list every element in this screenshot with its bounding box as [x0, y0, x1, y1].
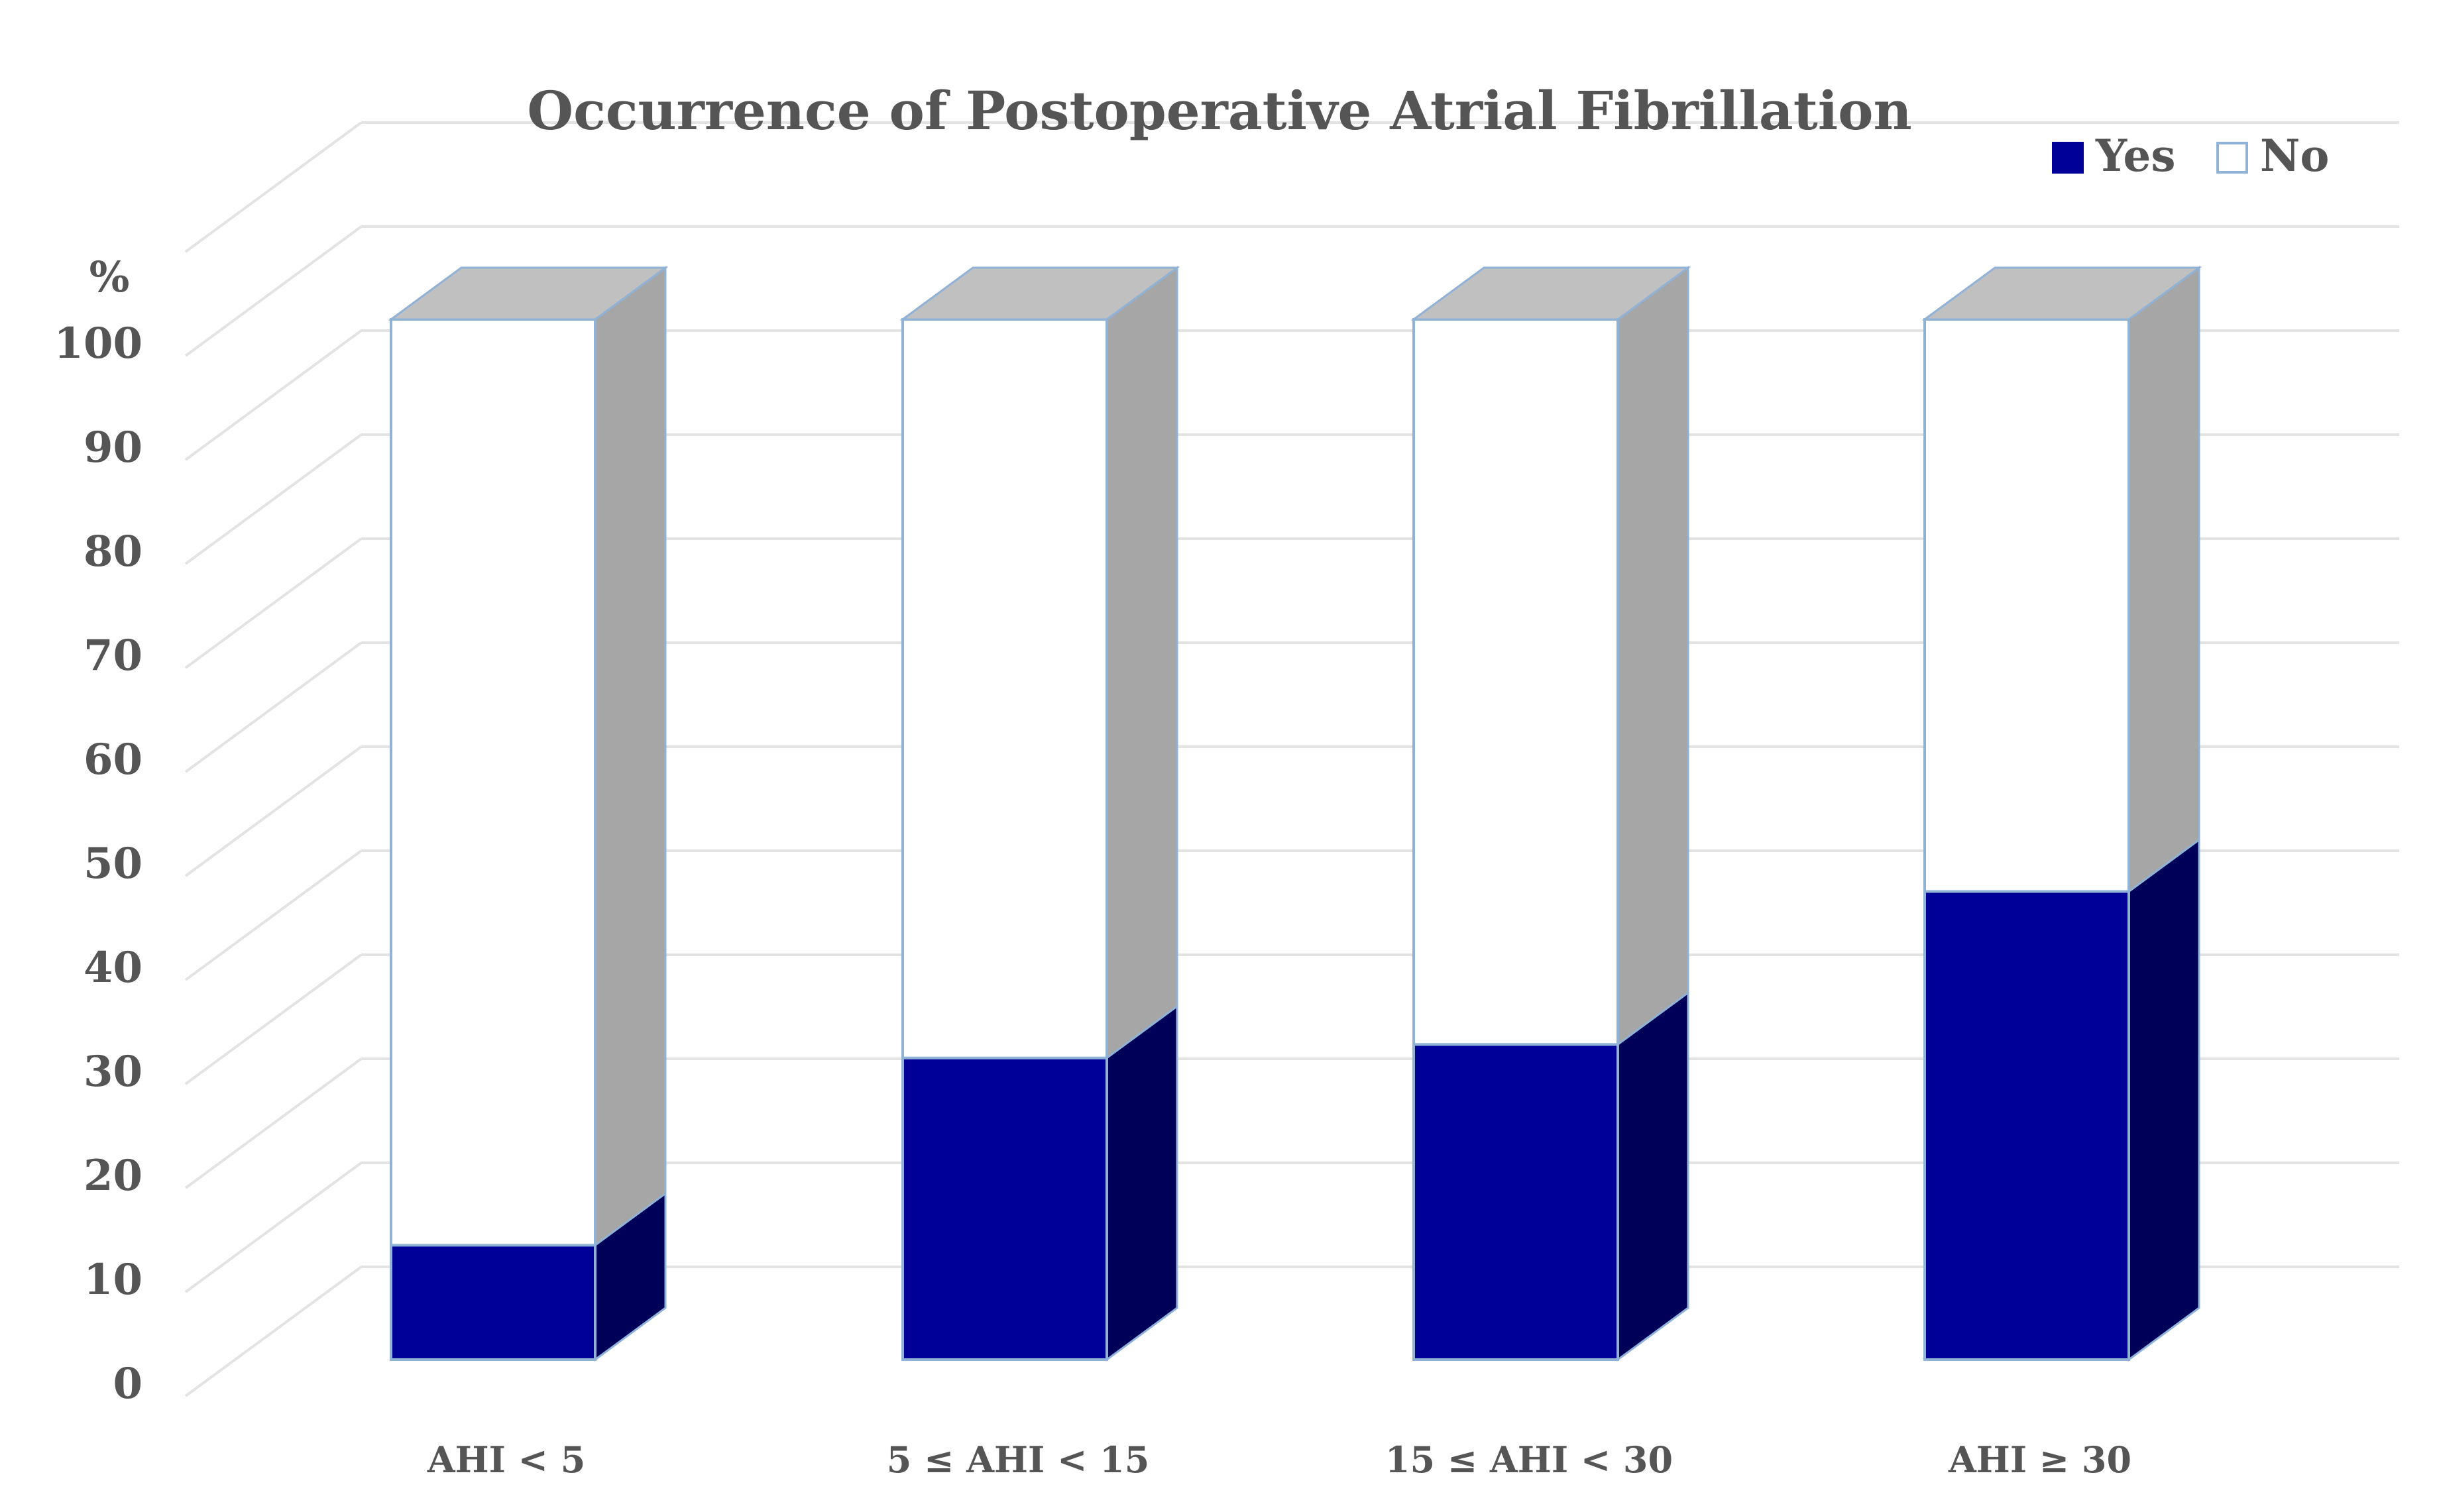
bar-segment-no [388, 266, 669, 1248]
bar-segment-yes [901, 1004, 1178, 1362]
gridline-diagonal [184, 433, 363, 565]
bar-segment-no [1921, 266, 2202, 894]
bar-segment-yes [1923, 837, 2200, 1362]
gridline-diagonal [184, 537, 363, 669]
legend-item-yes: Yes [2052, 130, 2176, 182]
x-category-label: AHI < 5 [427, 1438, 586, 1481]
bar-side-face [594, 266, 667, 1248]
bar-side-face [1106, 1004, 1178, 1362]
x-category-label: 15 ≤ AHI < 30 [1385, 1438, 1673, 1481]
legend-label: Yes [2095, 130, 2176, 182]
bar-front-face [390, 1244, 596, 1362]
y-tick-label: 90 [84, 423, 142, 472]
gridline-diagonal [184, 849, 363, 981]
gridline-diagonal [184, 1161, 363, 1293]
bar-side-face [1617, 991, 1689, 1362]
gridline-diagonal [184, 1057, 363, 1189]
gridline-diagonal [184, 1266, 363, 1397]
chart-title: Occurrence of Postoperative Atrial Fibri… [527, 80, 1911, 142]
bar-front-face [1412, 318, 1619, 1046]
bar-front-face [390, 318, 596, 1247]
bar-top-face [899, 266, 1180, 321]
y-tick-label: 30 [84, 1047, 142, 1097]
y-tick-label: 100 [54, 319, 142, 368]
bar-segment-yes [390, 1191, 667, 1362]
y-tick-label: 70 [84, 631, 142, 680]
y-tick-label: 50 [84, 839, 142, 889]
y-tick-label: 0 [113, 1359, 142, 1409]
y-axis-unit-label: % [89, 252, 130, 302]
bar-segment-no [899, 266, 1180, 1060]
y-tick-label: 10 [84, 1255, 142, 1305]
bar-segment-no [1410, 266, 1691, 1047]
gridline-diagonal [184, 745, 363, 877]
bar-front-face [901, 318, 1108, 1059]
bar-front-face [901, 1056, 1108, 1361]
x-category-label: 5 ≤ AHI < 15 [887, 1438, 1150, 1481]
y-tick-label: 20 [84, 1151, 142, 1201]
x-category-label: AHI ≥ 30 [1948, 1438, 2131, 1481]
y-tick-label: 40 [84, 943, 142, 993]
legend: Yes No [2052, 130, 2329, 182]
bar-front-face [1412, 1043, 1619, 1362]
gridline-diagonal [184, 953, 363, 1085]
gridline-diagonal [184, 641, 363, 773]
bar-top-face [1410, 266, 1691, 321]
bar-side-face [2127, 837, 2200, 1362]
gridline-diagonal [184, 121, 363, 253]
bar-side-face [1617, 266, 1689, 1047]
bars [388, 266, 2202, 1362]
bar-segment-yes [1412, 991, 1689, 1362]
y-tick-label: 80 [84, 527, 142, 576]
legend-swatch [2216, 142, 2248, 174]
gridline-diagonal [184, 329, 363, 461]
y-tick-label: 60 [84, 735, 142, 784]
legend-swatch [2052, 142, 2084, 174]
bar-side-face [2127, 266, 2200, 894]
labels: Occurrence of Postoperative Atrial Fibri… [54, 80, 2131, 1481]
legend-item-no: No [2216, 130, 2329, 182]
bar-top-face [388, 266, 669, 321]
gridline-diagonal [184, 225, 363, 357]
bar-front-face [1923, 890, 2130, 1361]
bar-top-face [1921, 266, 2202, 321]
bar-side-face [1106, 266, 1178, 1060]
legend-label: No [2260, 130, 2329, 182]
bar-front-face [1923, 318, 2130, 893]
